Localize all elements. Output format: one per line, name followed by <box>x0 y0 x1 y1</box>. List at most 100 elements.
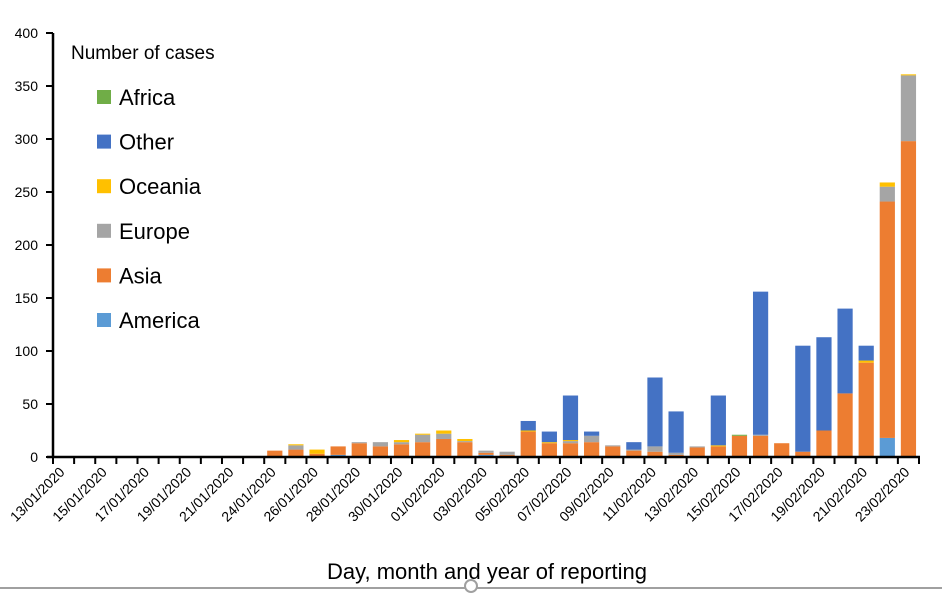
bar-segment-europe-26 <box>605 445 621 447</box>
bar-segment-oceania-17 <box>415 433 431 435</box>
y-tick-label: 350 <box>15 78 39 94</box>
bar-segment-europe-18 <box>436 433 452 439</box>
bar-segment-oceania-16 <box>393 440 410 443</box>
bar-segment-america-39 <box>879 437 895 457</box>
bar-segment-asia-20 <box>478 452 494 455</box>
legend-label-america: America <box>119 308 200 333</box>
bar-segment-asia-16 <box>393 444 410 457</box>
bar-segment-europe-14 <box>351 442 367 444</box>
bar-segment-europe-21 <box>499 451 515 455</box>
bar-segment-asia-28 <box>647 451 663 457</box>
legend-swatch-europe <box>97 223 111 238</box>
bar-segment-oceania-12 <box>309 449 325 454</box>
bar-segment-asia-35 <box>795 451 811 457</box>
bar-segment-europe-16 <box>393 442 410 445</box>
bar-segment-asia-24 <box>562 443 579 456</box>
y-tick-label: 0 <box>30 449 38 465</box>
y-tick-label: 50 <box>22 396 38 412</box>
bar-segment-other-38 <box>858 345 874 361</box>
y-tick-label: 250 <box>15 184 39 200</box>
bar-segment-asia-22 <box>520 431 536 457</box>
y-tick-label: 200 <box>15 237 39 253</box>
bar-segment-europe-27 <box>626 449 642 451</box>
bar-segment-asia-34 <box>774 443 790 457</box>
bar-segment-europe-30 <box>689 446 705 448</box>
bar-segment-other-36 <box>816 337 832 431</box>
legend-label-oceania: Oceania <box>119 174 202 199</box>
bar-segment-asia-26 <box>605 446 621 457</box>
bar-segment-asia-23 <box>541 443 557 457</box>
bar-segment-oceania-39 <box>879 182 895 187</box>
bar-segment-other-33 <box>752 291 769 435</box>
bar-segment-other-35 <box>795 345 811 452</box>
bar-segment-asia-14 <box>351 443 367 457</box>
bar-segment-asia-25 <box>584 442 600 457</box>
bar-segment-europe-29 <box>668 452 684 455</box>
bar-segment-asia-32 <box>731 435 748 457</box>
bar-segment-oceania-31 <box>710 445 726 447</box>
y-tick-label: 100 <box>15 343 39 359</box>
bar-segment-other-23 <box>541 431 557 443</box>
bar-segment-asia-27 <box>626 450 642 457</box>
bar-segment-other-31 <box>710 395 726 446</box>
bar-segment-asia-37 <box>837 393 853 457</box>
bar-segment-oceania-40 <box>900 74 917 76</box>
bar-segment-europe-17 <box>415 434 431 443</box>
bar-segment-other-24 <box>562 395 579 441</box>
bar-segment-europe-25 <box>584 435 600 443</box>
bar-segment-europe-20 <box>478 450 494 453</box>
bar-segment-asia-30 <box>689 447 705 457</box>
bar-segment-asia-18 <box>436 438 452 456</box>
bar-segment-oceania-22 <box>520 430 536 432</box>
bar-segment-asia-12 <box>309 453 325 457</box>
bar-segment-africa-32 <box>731 434 748 436</box>
legend-label-africa: Africa <box>119 85 176 110</box>
legend-label-other: Other <box>119 130 174 155</box>
y-tick-label: 400 <box>15 25 39 41</box>
bar-segment-oceania-24 <box>562 440 579 442</box>
bar-segment-other-27 <box>626 442 642 450</box>
bar-segment-other-29 <box>668 411 684 453</box>
legend-swatch-america <box>97 313 111 327</box>
legend-swatch-africa <box>97 90 111 104</box>
bar-segment-other-37 <box>837 308 853 394</box>
bar-segment-asia-40 <box>900 141 917 457</box>
bar-segment-asia-15 <box>372 446 388 457</box>
legend-title: Number of cases <box>71 43 215 64</box>
legend: Number of cases Africa Other Oceania Europe… <box>71 43 215 333</box>
bar-segment-oceania-19 <box>457 438 473 442</box>
legend-swatch-asia <box>97 268 111 283</box>
bar-segment-asia-13 <box>330 446 346 455</box>
bar-segment-oceania-18 <box>436 430 452 434</box>
bar-segment-asia-31 <box>710 446 726 457</box>
bar-segment-oceania-23 <box>541 442 557 444</box>
bar-segment-asia-11 <box>288 449 304 457</box>
bar-segment-asia-36 <box>816 430 832 457</box>
bar-segment-europe-28 <box>647 446 663 452</box>
bar-segment-europe-24 <box>562 441 579 444</box>
legend-swatch-other <box>97 134 111 149</box>
bar-segment-europe-39 <box>879 186 895 202</box>
y-tick-label: 150 <box>15 290 39 306</box>
bar-segment-oceania-11 <box>288 444 304 446</box>
bar-segment-oceania-38 <box>858 360 874 363</box>
legend-swatch-oceania <box>97 179 111 194</box>
y-tick-label: 300 <box>15 131 39 147</box>
bar-segment-asia-10 <box>267 450 283 457</box>
bar-segment-asia-17 <box>415 442 431 457</box>
bar-segment-other-28 <box>647 377 663 447</box>
bar-segment-other-22 <box>520 420 536 431</box>
bar-segment-europe-11 <box>288 445 304 450</box>
bar-segment-europe-15 <box>372 442 388 447</box>
bar-segment-asia-33 <box>752 435 769 457</box>
bars-layer <box>224 74 917 457</box>
legend-label-asia: Asia <box>119 263 163 288</box>
bar-segment-other-25 <box>584 431 600 436</box>
bar-segment-europe-19 <box>457 441 473 443</box>
bar-segment-asia-38 <box>858 362 874 456</box>
bar-segment-europe-33 <box>752 434 769 436</box>
bar-segment-asia-39 <box>879 201 895 438</box>
x-axis-title: Day, month and year of reporting <box>327 559 647 584</box>
legend-label-europe: Europe <box>119 219 190 244</box>
